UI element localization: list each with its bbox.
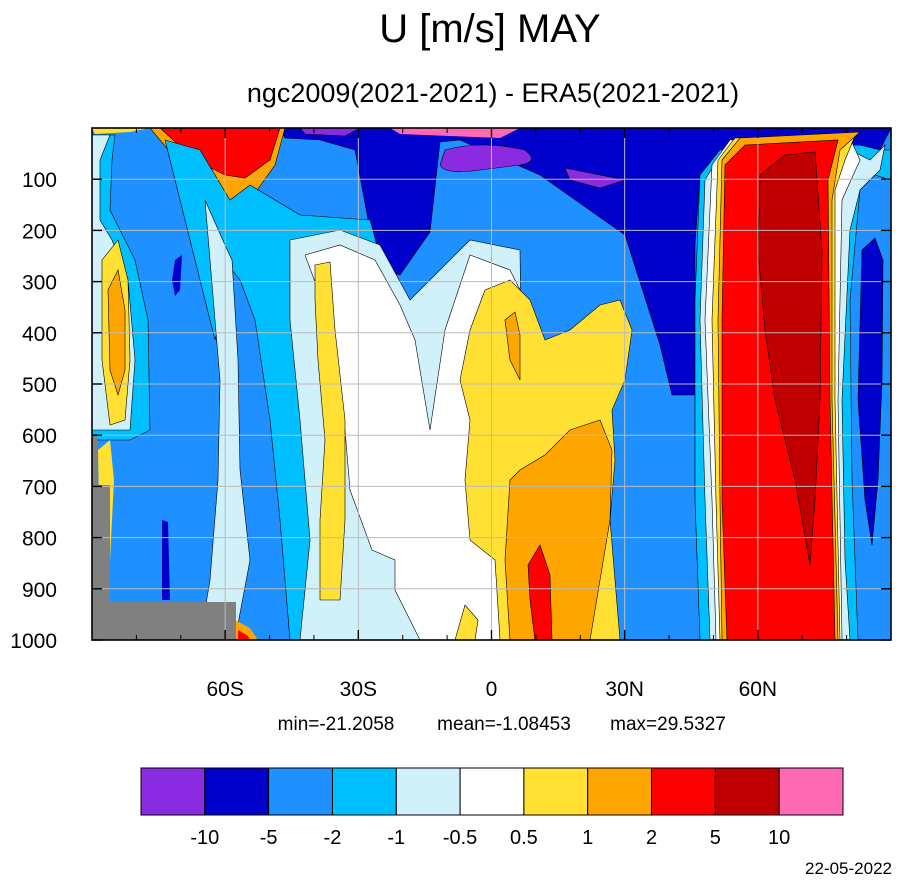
contour-dark-blue-north-edge xyxy=(857,237,884,546)
colorbar-swatch-8 xyxy=(651,767,716,816)
colorbar-swatch-5 xyxy=(459,767,525,816)
colorbar-label-1: -5 xyxy=(260,827,278,849)
x-tick-label-2: 0 xyxy=(486,678,498,701)
date-label: 22-05-2022 xyxy=(805,859,892,878)
x-tick-label-4: 60N xyxy=(739,678,778,701)
colorbar-swatch-1 xyxy=(204,767,270,816)
colorbar-label-6: 1 xyxy=(582,827,593,849)
colorbar-swatch-10 xyxy=(778,767,844,816)
colorbar-label-9: 10 xyxy=(768,827,790,849)
stat-min: min=-21.2058 xyxy=(278,714,395,735)
x-tick-label-3: 30N xyxy=(605,678,644,701)
colorbar-swatch-7 xyxy=(587,767,653,816)
axes: 60S 30S 0 30N 60N 100 200 300 400 500 600 700 800 900… xyxy=(10,128,891,701)
colorbar-swatch-6 xyxy=(523,767,589,816)
colorbar-label-2: -2 xyxy=(324,827,342,849)
contour-dark-blue-small-left xyxy=(172,255,182,296)
colorbar-label-5: 0.5 xyxy=(510,827,538,849)
colorbar-swatch-4 xyxy=(395,767,461,816)
contour-pink-top xyxy=(390,128,520,138)
y-tick-label-9: 1000 xyxy=(10,630,57,653)
colorbar-swatch-2 xyxy=(268,767,333,816)
chart-title: U [m/s] MAY xyxy=(379,7,600,51)
colorbar-label-7: 2 xyxy=(646,827,657,849)
grid-lines xyxy=(92,128,891,640)
missing-data-region xyxy=(92,435,236,640)
contour-red-equator xyxy=(527,544,553,640)
y-tick-label-0: 100 xyxy=(22,169,57,192)
y-tick-label-7: 800 xyxy=(22,528,57,551)
contour-dark-red-north xyxy=(757,151,823,566)
colorbar-label-8: 5 xyxy=(710,827,721,849)
y-tick-label-4: 500 xyxy=(22,374,57,397)
contour-orange-equator xyxy=(504,311,613,640)
colorbar-swatch-0 xyxy=(140,767,206,816)
y-tick-label-1: 200 xyxy=(22,220,57,243)
x-tick-label-0: 60S xyxy=(206,678,243,701)
contour-dark-blue-small-bottom xyxy=(162,520,170,600)
contour-violet-upper xyxy=(299,128,627,189)
colorbar-label-0: -10 xyxy=(190,827,219,849)
y-tick-label-5: 600 xyxy=(22,425,57,448)
contour-red-bottom-south xyxy=(238,630,250,640)
colorbar-label-3: -1 xyxy=(387,827,405,849)
contour-yellow-top-left xyxy=(92,128,150,134)
stat-mean: mean=-1.08453 xyxy=(437,714,571,735)
stat-max: max=29.5327 xyxy=(610,714,726,735)
y-tick-label-3: 400 xyxy=(22,323,57,346)
colorbar: -10 -5 -2 -1 -0.5 0.5 1 2 5 10 xyxy=(140,767,844,849)
colorbar-swatch-9 xyxy=(714,767,780,816)
y-tick-label-6: 700 xyxy=(22,476,57,499)
colorbar-swatch-3 xyxy=(331,767,397,816)
x-tick-label-1: 30S xyxy=(340,678,377,701)
colorbar-label-4: -0.5 xyxy=(443,827,477,849)
chart-subtitle: ngc2009(2021-2021) - ERA5(2021-2021) xyxy=(247,78,739,108)
y-tick-label-8: 900 xyxy=(22,579,57,602)
y-tick-label-2: 300 xyxy=(22,272,57,295)
